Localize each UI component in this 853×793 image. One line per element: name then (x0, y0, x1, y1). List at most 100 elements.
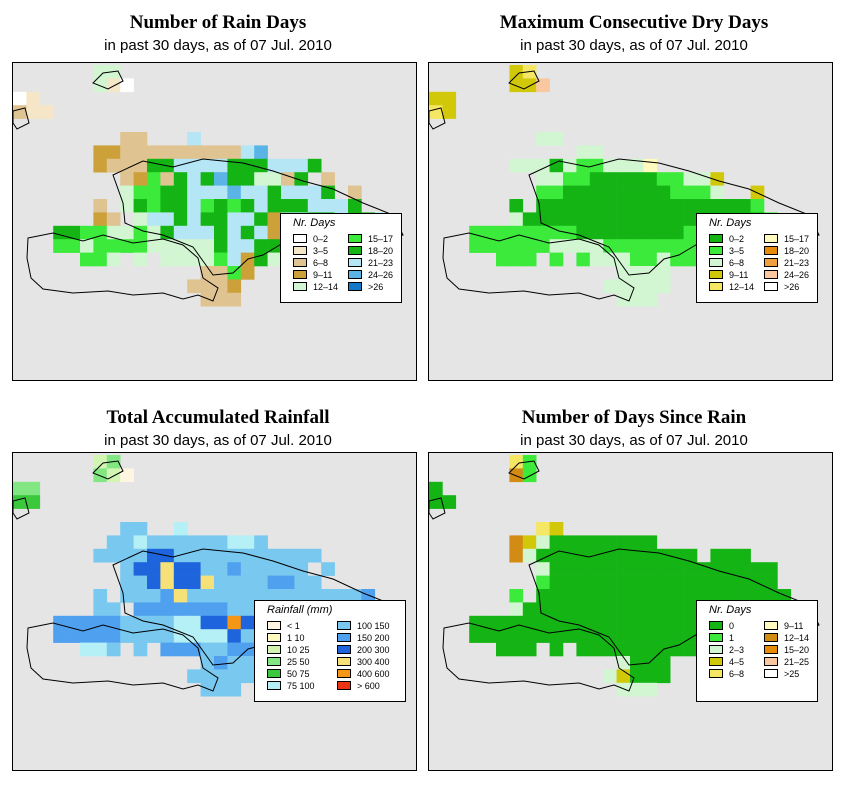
grid-cell (683, 172, 698, 186)
grid-cell (254, 562, 268, 576)
grid-cell (509, 158, 524, 173)
grid-cell (254, 548, 268, 563)
grid-cell (549, 589, 564, 603)
grid-cell (764, 575, 778, 590)
grid-cell (616, 615, 631, 630)
grid-cell (442, 91, 457, 106)
grid-cell (522, 535, 537, 550)
legend-label: 6–8 (313, 258, 329, 268)
grid-cell (616, 562, 631, 576)
grid-cell (563, 239, 577, 253)
grid-cell (589, 589, 604, 603)
grid-cell (643, 292, 658, 307)
grid-cell (80, 629, 94, 643)
grid-cell (589, 252, 604, 267)
grid-cell (227, 629, 242, 643)
grid-cell (106, 602, 121, 617)
grid-cell (549, 642, 564, 657)
grid-cell (120, 78, 134, 93)
grid-cell (173, 575, 188, 590)
grid-cell (549, 212, 564, 227)
grid-cell (603, 562, 617, 576)
grid-cell (509, 535, 524, 550)
grid-cell (509, 455, 524, 469)
legend-swatch (709, 633, 723, 642)
grid-cell (509, 602, 524, 617)
grid-cell (240, 199, 255, 213)
grid-cell (549, 575, 564, 590)
grid-cell (576, 172, 591, 186)
grid-cell (536, 602, 550, 617)
legend-label: 0–2 (313, 234, 329, 244)
grid-cell (106, 212, 121, 227)
grid-cell (750, 589, 765, 603)
legend-label: 0–2 (729, 234, 745, 244)
legend-label: 400 600 (357, 669, 390, 679)
grid-cell (710, 185, 725, 200)
grid-cell (603, 199, 617, 213)
grid-cell (240, 615, 255, 630)
grid-cell (509, 239, 524, 253)
grid-cell (603, 279, 617, 294)
grid-cell (603, 548, 617, 563)
grid-cell (670, 562, 684, 576)
grid-cell (147, 535, 161, 550)
grid-cell (160, 575, 175, 590)
grid-cell (187, 185, 201, 200)
grid-cell (589, 145, 604, 160)
grid-cell (670, 252, 684, 267)
grid-cell (603, 629, 617, 643)
grid-cell (200, 212, 215, 227)
grid-cell (656, 669, 671, 684)
grid-cell (522, 642, 537, 657)
grid-cell (496, 642, 510, 657)
grid-cell (133, 535, 148, 550)
grid-cell (643, 548, 658, 563)
grid-cell (106, 535, 121, 550)
grid-cell (307, 589, 322, 603)
grid-cell (723, 575, 738, 590)
grid-cell (536, 575, 550, 590)
grid-cell (200, 629, 215, 643)
grid-cell (737, 562, 751, 576)
grid-cell (683, 602, 698, 617)
grid-cell (133, 212, 148, 227)
grid-cell (576, 615, 591, 630)
grid-cell (603, 212, 617, 227)
grid-cell (656, 172, 671, 186)
grid-cell (240, 575, 255, 590)
grid-cell (214, 266, 228, 280)
grid-cell (120, 172, 134, 186)
grid-cell (106, 642, 121, 657)
grid-cell (603, 669, 617, 684)
grid-cell (683, 615, 698, 630)
grid-cell (536, 212, 550, 227)
grid-cell (254, 535, 268, 550)
grid-cell (173, 548, 188, 563)
grid-cell (603, 615, 617, 630)
legend-label: 15–17 (368, 234, 394, 244)
legend-label: 15–17 (784, 234, 810, 244)
grid-cell (133, 132, 148, 146)
grid-cell (563, 185, 577, 200)
grid-cell (200, 292, 215, 307)
grid-cell (549, 172, 564, 186)
legend-label: 15–20 (784, 645, 810, 655)
grid-cell (133, 172, 148, 186)
grid-cell (227, 252, 242, 267)
grid-cell (643, 656, 658, 670)
grid-cell (187, 225, 201, 240)
grid-cell (93, 145, 108, 160)
grid-cell (200, 642, 215, 657)
grid-cell (549, 185, 564, 200)
grid-cell (93, 455, 108, 469)
legend-swatch (337, 645, 351, 654)
grid-cell (147, 145, 161, 160)
grid-cell (106, 225, 121, 240)
grid-cell (536, 548, 550, 563)
grid-cell (603, 535, 617, 550)
grid-cell (469, 615, 483, 630)
grid-cell (240, 239, 255, 253)
grid-cell (227, 266, 242, 280)
grid-cell (147, 185, 161, 200)
